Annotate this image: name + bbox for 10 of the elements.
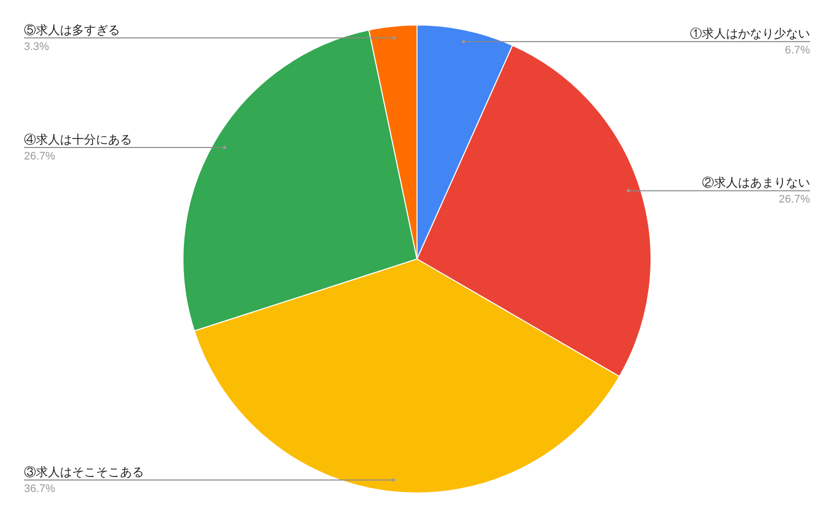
slice-label: ③求人はそこそこある: [24, 465, 144, 480]
data-label: 26.7%: [24, 150, 56, 162]
data-label: 3.3%: [24, 40, 50, 53]
slice-label: ②求人はあまりない: [702, 176, 810, 190]
data-label: 6.7%: [784, 44, 810, 57]
slice-label: ④求人は十分にある: [24, 132, 132, 146]
data-label: 36.7%: [24, 483, 56, 496]
slice-label: ①求人はかなり少ない: [690, 26, 810, 41]
slice-label: ⑤求人は多すぎる: [24, 22, 120, 37]
data-label: 26.7%: [778, 194, 810, 206]
